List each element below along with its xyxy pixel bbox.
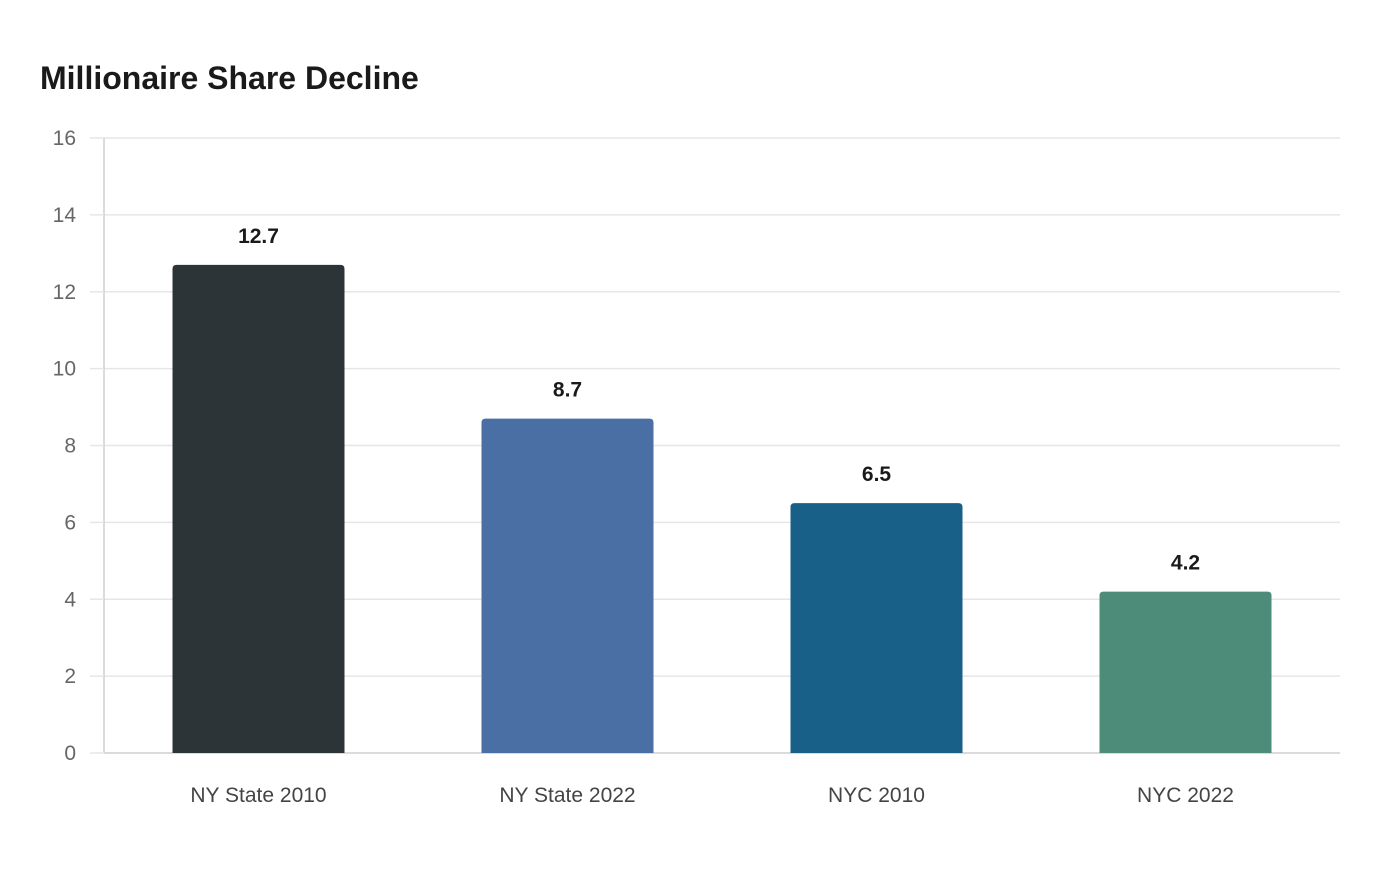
y-tick-label: 16 xyxy=(53,127,76,150)
bar xyxy=(481,418,654,753)
x-axis-ticks: NY State 2010 NY State 2022 NYC 2010 NYC 20… xyxy=(190,784,1234,807)
x-tick-label: NY State 2022 xyxy=(499,784,635,807)
y-tick-label: 2 xyxy=(64,665,76,688)
y-tick-label: 14 xyxy=(53,204,77,227)
data-label: 4.2 xyxy=(1171,552,1200,575)
y-tick-label: 4 xyxy=(64,588,76,611)
bars xyxy=(172,264,1272,753)
bar xyxy=(790,503,963,753)
y-tick-label: 10 xyxy=(53,358,76,381)
x-tick-label: NYC 2022 xyxy=(1137,784,1234,807)
data-label: 6.5 xyxy=(862,463,892,486)
data-labels: 12.7 8.7 6.5 4.2 xyxy=(238,225,1200,575)
y-tick-label: 12 xyxy=(53,281,76,304)
y-axis-ticks: 0 2 4 6 8 10 12 14 16 xyxy=(53,127,104,765)
x-tick-label: NYC 2010 xyxy=(828,784,925,807)
chart-title: Millionaire Share Decline xyxy=(40,60,419,96)
x-tick-label: NY State 2010 xyxy=(190,784,326,807)
bar xyxy=(1099,591,1272,753)
data-label: 12.7 xyxy=(238,225,279,248)
data-label: 8.7 xyxy=(553,379,582,402)
y-tick-label: 8 xyxy=(64,435,76,458)
y-tick-label: 0 xyxy=(64,742,76,765)
y-tick-label: 6 xyxy=(64,511,76,534)
bar xyxy=(172,264,345,753)
